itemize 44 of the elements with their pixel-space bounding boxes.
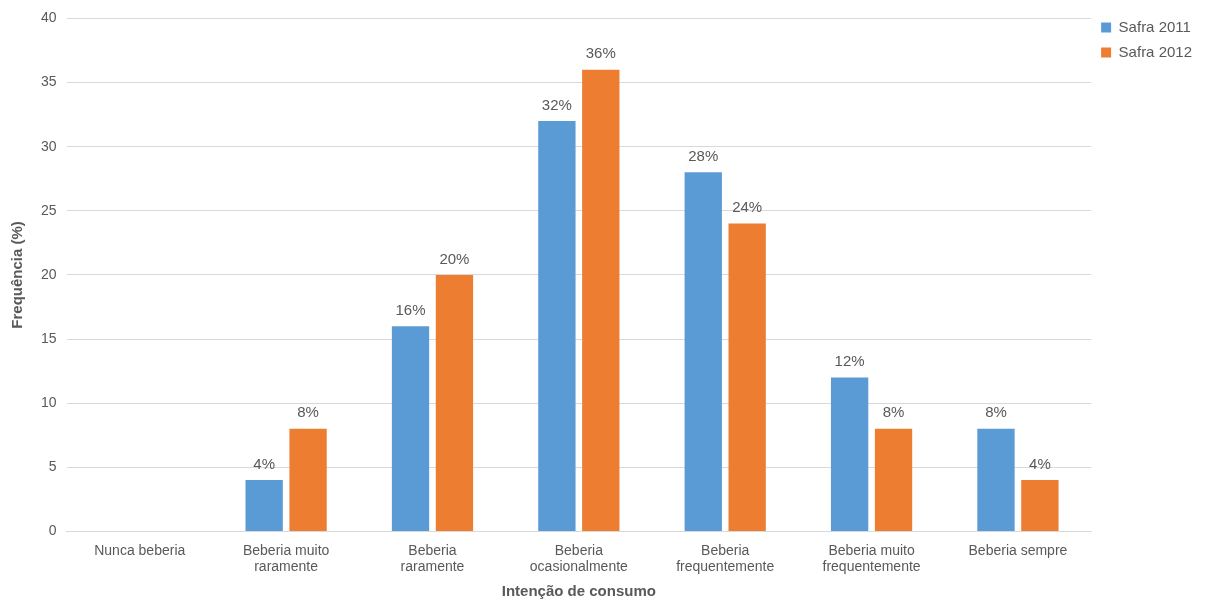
x-tick-label: Nunca beberia [94,541,186,558]
bar [245,480,283,531]
y-tick-label: 30 [40,137,57,154]
data-label: 8% [297,403,319,421]
data-label: 16% [395,300,426,318]
x-tick-label: Beberia frequentemente [676,541,775,575]
x-tick-label: Beberia muito raramente [242,541,330,575]
bar [728,223,766,531]
data-label: 32% [541,95,572,113]
y-axis-title: Frequência (%) [8,221,26,329]
y-tick-label: 40 [40,9,57,26]
data-label: 8% [985,403,1007,421]
x-tick-label: Beberia raramente [400,541,465,575]
y-tick-label: 10 [40,394,57,411]
bar [684,172,722,531]
x-tick-label: Beberia ocasionalmente [529,541,629,575]
x-tick-label: Beberia sempre [968,541,1068,558]
y-tick-label: 5 [48,458,57,475]
bar [874,428,913,531]
bar [830,377,869,531]
data-label: 12% [834,352,865,370]
data-label: 24% [732,198,763,216]
bar [435,274,474,531]
bar [1021,480,1059,531]
data-label: 4% [253,454,276,472]
bar [289,428,327,531]
bar [391,326,430,531]
y-tick-label: 15 [40,329,57,346]
bar [538,121,576,531]
legend-label: Safra 2012 [1118,42,1192,60]
data-label: 20% [439,249,470,267]
y-tick-label: 35 [40,73,57,90]
data-label: 36% [585,44,616,62]
y-tick-label: 20 [40,265,57,282]
y-tick-label: 25 [40,201,57,218]
bar [977,428,1015,531]
x-axis-title: Intenção de consumo [501,582,656,600]
data-label: 28% [688,146,719,164]
x-tick-label: Beberia muito frequentemente [822,541,921,575]
data-label: 8% [882,403,905,421]
bar [582,69,620,531]
legend-label: Safra 2011 [1118,17,1191,35]
data-label: 4% [1029,454,1051,472]
y-tick-label: 0 [48,522,57,539]
